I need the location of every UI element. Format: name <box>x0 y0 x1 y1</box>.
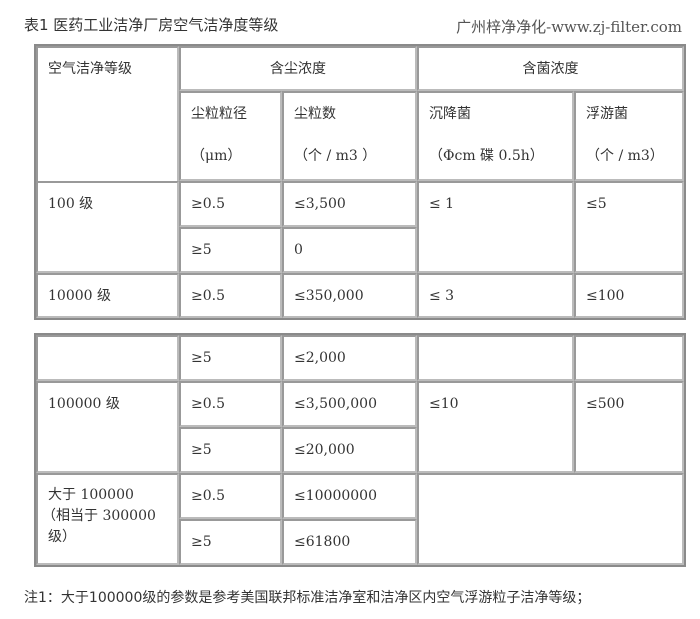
header-settling-label: 沉降菌 <box>429 106 471 122</box>
header-settling-unit: （Φcm 碟 0.5h） <box>429 148 544 164</box>
header-dust: 含尘浓度 <box>179 46 417 91</box>
size-cell: ≥0.5 <box>179 473 282 519</box>
floating-cell: ≤100 <box>574 273 684 318</box>
size-cell: ≥5 <box>179 227 282 273</box>
header-count: 尘粒数 （个 / m3 ） <box>282 91 417 181</box>
count-cell: ≤350,000 <box>282 273 417 318</box>
grade-cell: 10000 级 <box>36 273 179 318</box>
grade-cell: 100 级 <box>36 181 179 273</box>
header-size-unit: （μm） <box>191 148 242 164</box>
table-title: 表1 医药工业洁净厂房空气洁净度等级 <box>24 16 279 34</box>
header-floating-label: 浮游菌 <box>586 106 628 122</box>
count-cell: ≤3,500 <box>282 181 417 227</box>
header-settling: 沉降菌 （Φcm 碟 0.5h） <box>417 91 574 181</box>
grade-cell <box>36 335 179 381</box>
count-cell: ≤2,000 <box>282 335 417 381</box>
grade-cell: 大于 100000 （相当于 300000 级） <box>36 473 179 565</box>
floating-cell: ≤5 <box>574 181 684 273</box>
count-cell: ≤20,000 <box>282 427 417 473</box>
header-size-label: 尘粒粒径 <box>191 106 247 122</box>
size-cell: ≥5 <box>179 335 282 381</box>
footnote: 注1：大于100000级的参数是参考美国联邦标准洁净室和洁净区内空气浮游粒子洁净… <box>24 590 591 606</box>
count-cell: 0 <box>282 227 417 273</box>
table-part-2 <box>34 333 686 567</box>
settling-cell: ≤ 1 <box>417 181 574 273</box>
header-count-label: 尘粒数 <box>294 106 336 122</box>
settling-cell: ≤ 3 <box>417 273 574 318</box>
count-cell: ≤10000000 <box>282 473 417 519</box>
settling-cell <box>417 335 574 381</box>
size-cell: ≥5 <box>179 519 282 565</box>
floating-cell: ≤500 <box>574 381 684 473</box>
bacteria-empty-cell <box>417 473 684 565</box>
header-floating: 浮游菌 （个 / m3） <box>574 91 684 181</box>
header-size: 尘粒粒径 （μm） <box>179 91 282 181</box>
size-cell: ≥0.5 <box>179 181 282 227</box>
grade-line-2: （相当于 300000 <box>42 508 156 524</box>
grade-cell: 100000 级 <box>36 381 179 473</box>
floating-cell <box>574 335 684 381</box>
settling-cell: ≤10 <box>417 381 574 473</box>
watermark: 广州梓净净化-www.zj-filter.com <box>456 18 682 36</box>
grade-line-3: 级） <box>48 529 76 545</box>
count-cell: ≤3,500,000 <box>282 381 417 427</box>
size-cell: ≥5 <box>179 427 282 473</box>
header-count-unit: （个 / m3 ） <box>294 148 377 164</box>
size-cell: ≥0.5 <box>179 273 282 318</box>
header-floating-unit: （个 / m3） <box>586 148 664 164</box>
table-part-1 <box>34 44 686 320</box>
count-cell: ≤61800 <box>282 519 417 565</box>
header-bacteria: 含菌浓度 <box>417 46 684 91</box>
grade-line-1: 大于 100000 <box>48 487 134 503</box>
size-cell: ≥0.5 <box>179 381 282 427</box>
